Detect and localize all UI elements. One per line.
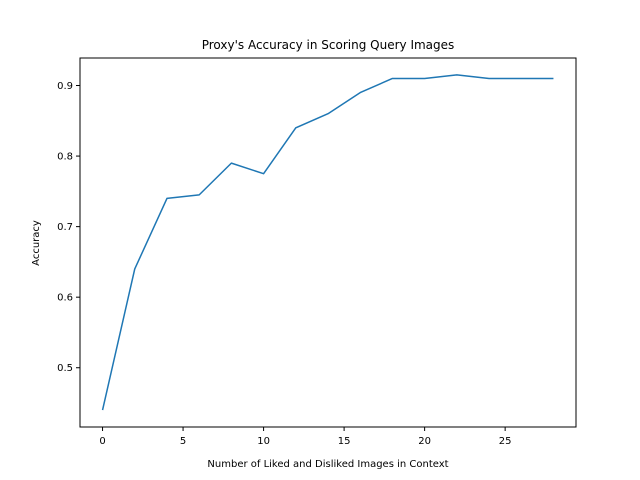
- y-tick-label: 0.9: [57, 81, 73, 92]
- x-tick-label: 5: [180, 436, 186, 447]
- y-tick-label: 0.8: [57, 152, 73, 163]
- x-tick-label: 10: [257, 436, 270, 447]
- x-axis-label: Number of Liked and Disliked Images in C…: [207, 459, 448, 470]
- y-axis-label: Accuracy: [31, 220, 42, 266]
- x-tick-label: 0: [99, 436, 105, 447]
- series-line: [101, 74, 554, 411]
- y-tick-label: 0.6: [57, 293, 73, 304]
- x-tick-label: 15: [338, 436, 351, 447]
- chart-title: Proxy's Accuracy in Scoring Query Images: [202, 38, 455, 52]
- x-axis: 0 5 10 15 20 25: [99, 427, 512, 447]
- y-tick-label: 0.7: [57, 222, 73, 233]
- x-tick-label: 20: [418, 436, 431, 447]
- plot-frame: [79, 57, 577, 428]
- y-axis: 0.5 0.6 0.7 0.8 0.9: [57, 81, 80, 374]
- x-tick-label: 25: [499, 436, 512, 447]
- series-group: [101, 74, 554, 411]
- y-tick-label: 0.5: [57, 363, 73, 374]
